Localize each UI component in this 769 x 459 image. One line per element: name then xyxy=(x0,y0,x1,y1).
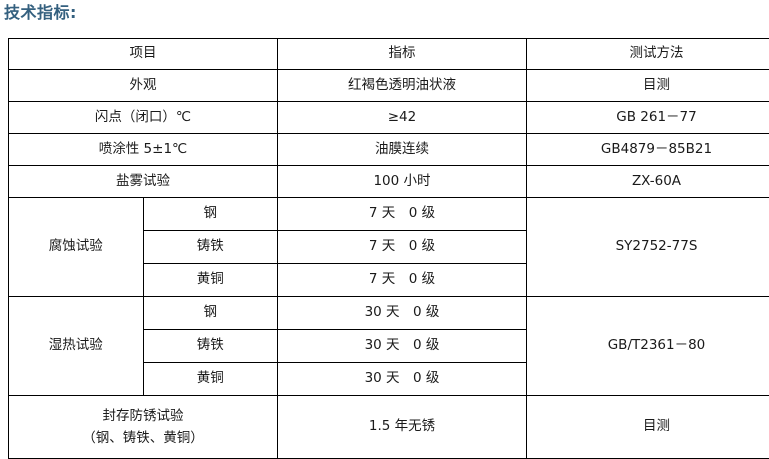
cell-spec-corrosion-brass: 7 天 0 级 xyxy=(278,264,527,297)
cell-item-storage-rust-line1: 封存防锈试验 xyxy=(13,405,273,427)
cell-item-appearance: 外观 xyxy=(9,70,278,102)
table-row-sprayability: 喷涂性 5±1℃ 油膜连续 GB4879－85B21 xyxy=(9,134,769,166)
cell-method-storage-rust: 目测 xyxy=(527,396,769,459)
table-row-humidity-steel: 湿热试验 钢 30 天 0 级 GB/T2361－80 xyxy=(9,297,769,330)
cell-spec-humidity-cast-iron: 30 天 0 级 xyxy=(278,330,527,363)
cell-group-humidity: 湿热试验 xyxy=(9,297,144,396)
cell-material-humidity-brass: 黄铜 xyxy=(143,363,278,396)
cell-item-salt-spray: 盐雾试验 xyxy=(9,166,278,198)
cell-material-humidity-cast-iron: 铸铁 xyxy=(143,330,278,363)
cell-material-corrosion-cast-iron: 铸铁 xyxy=(143,231,278,264)
cell-material-corrosion-brass: 黄铜 xyxy=(143,264,278,297)
cell-item-flash-point: 闪点（闭口）℃ xyxy=(9,102,278,134)
cell-spec-humidity-steel: 30 天 0 级 xyxy=(278,297,527,330)
header-cell-item: 项目 xyxy=(9,39,278,70)
cell-material-humidity-steel: 钢 xyxy=(143,297,278,330)
cell-item-storage-rust: 封存防锈试验 （钢、铸铁、黄铜） xyxy=(9,396,278,459)
cell-spec-corrosion-cast-iron: 7 天 0 级 xyxy=(278,231,527,264)
table-row-appearance: 外观 红褐色透明油状液 目测 xyxy=(9,70,769,102)
cell-item-storage-rust-line2: （钢、铸铁、黄铜） xyxy=(13,427,273,449)
spec-table-container: 项目 指标 测试方法 外观 红褐色透明油状液 目测 闪点（闭口）℃ ≥42 GB… xyxy=(8,38,761,459)
cell-method-humidity: GB/T2361－80 xyxy=(527,297,769,396)
table-header-row: 项目 指标 测试方法 xyxy=(9,39,769,70)
table-row-corrosion-steel: 腐蚀试验 钢 7 天 0 级 SY2752-77S xyxy=(9,198,769,231)
cell-spec-storage-rust: 1.5 年无锈 xyxy=(278,396,527,459)
page-title: 技术指标: xyxy=(4,2,77,24)
cell-spec-corrosion-steel: 7 天 0 级 xyxy=(278,198,527,231)
cell-spec-sprayability: 油膜连续 xyxy=(278,134,527,166)
table-row-flash-point: 闪点（闭口）℃ ≥42 GB 261－77 xyxy=(9,102,769,134)
cell-method-corrosion: SY2752-77S xyxy=(527,198,769,297)
header-cell-method: 测试方法 xyxy=(527,39,769,70)
cell-method-flash-point: GB 261－77 xyxy=(527,102,769,134)
cell-method-salt-spray: ZX-60A xyxy=(527,166,769,198)
table-row-salt-spray: 盐雾试验 100 小时 ZX-60A xyxy=(9,166,769,198)
cell-group-corrosion: 腐蚀试验 xyxy=(9,198,144,297)
cell-method-appearance: 目测 xyxy=(527,70,769,102)
cell-method-sprayability: GB4879－85B21 xyxy=(527,134,769,166)
cell-spec-salt-spray: 100 小时 xyxy=(278,166,527,198)
cell-spec-appearance: 红褐色透明油状液 xyxy=(278,70,527,102)
cell-material-corrosion-steel: 钢 xyxy=(143,198,278,231)
header-cell-spec: 指标 xyxy=(278,39,527,70)
table-row-storage-rust: 封存防锈试验 （钢、铸铁、黄铜） 1.5 年无锈 目测 xyxy=(9,396,769,459)
cell-spec-flash-point: ≥42 xyxy=(278,102,527,134)
cell-item-sprayability: 喷涂性 5±1℃ xyxy=(9,134,278,166)
cell-spec-humidity-brass: 30 天 0 级 xyxy=(278,363,527,396)
technical-specifications-table: 项目 指标 测试方法 外观 红褐色透明油状液 目测 闪点（闭口）℃ ≥42 GB… xyxy=(8,38,769,459)
